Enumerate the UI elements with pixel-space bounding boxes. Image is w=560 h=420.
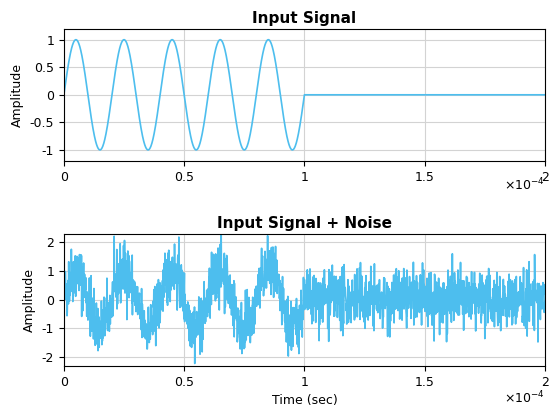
Y-axis label: Amplitude: Amplitude xyxy=(11,63,24,127)
Text: $\times10^{-4}$: $\times10^{-4}$ xyxy=(504,390,545,406)
Title: Input Signal + Noise: Input Signal + Noise xyxy=(217,216,392,231)
Title: Input Signal: Input Signal xyxy=(253,11,357,26)
Y-axis label: Amplitude: Amplitude xyxy=(23,268,36,332)
Text: $\times10^{-4}$: $\times10^{-4}$ xyxy=(504,177,545,193)
X-axis label: Time (sec): Time (sec) xyxy=(272,394,337,407)
